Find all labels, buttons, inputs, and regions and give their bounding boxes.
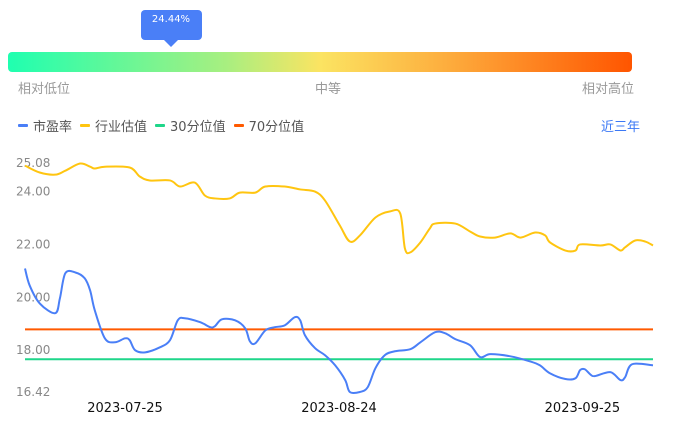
industry-line <box>24 162 654 255</box>
legend-item-industry[interactable]: 行业估值 <box>80 116 147 135</box>
level-mid-label: 中等 <box>315 82 342 97</box>
range-three-years-button[interactable]: 近三年 <box>600 120 640 135</box>
y-tick-label: 25.08 <box>16 156 50 170</box>
legend-item-pe[interactable]: 市盈率 <box>18 116 72 135</box>
legend-label: 行业估值 <box>95 120 148 135</box>
level-high-label: 相对高位 <box>582 82 635 97</box>
y-tick-label: 20.00 <box>16 290 50 304</box>
percentile-tooltip: 24.44% <box>140 10 202 47</box>
legend-item-p70[interactable]: 70分位值 <box>233 116 305 135</box>
legend-item-p30[interactable]: 30分位值 <box>155 116 226 135</box>
chart-legend: 市盈率 行业估值 30分位值 70分位值 <box>18 116 312 135</box>
percentile-gradient-bar <box>8 52 632 72</box>
legend-swatch <box>155 124 166 127</box>
y-tick-label: 16.42 <box>16 385 50 399</box>
legend-label: 市盈率 <box>33 120 73 135</box>
y-tick-label: 18.00 <box>16 343 50 357</box>
y-tick-label: 22.00 <box>16 237 50 251</box>
legend-swatch <box>233 124 244 127</box>
legend-swatch <box>18 124 28 127</box>
legend-swatch <box>80 124 91 127</box>
pe-line <box>24 268 654 395</box>
level-low-label: 相对低位 <box>18 82 71 97</box>
legend-label: 30分位值 <box>170 120 226 135</box>
x-tick-label: 2023-09-25 <box>545 401 621 416</box>
y-tick-label: 24.00 <box>16 185 50 199</box>
legend-label: 70分位值 <box>248 120 305 135</box>
x-tick-label: 2023-08-24 <box>301 401 377 416</box>
x-tick-label: 2023-07-25 <box>87 401 163 416</box>
